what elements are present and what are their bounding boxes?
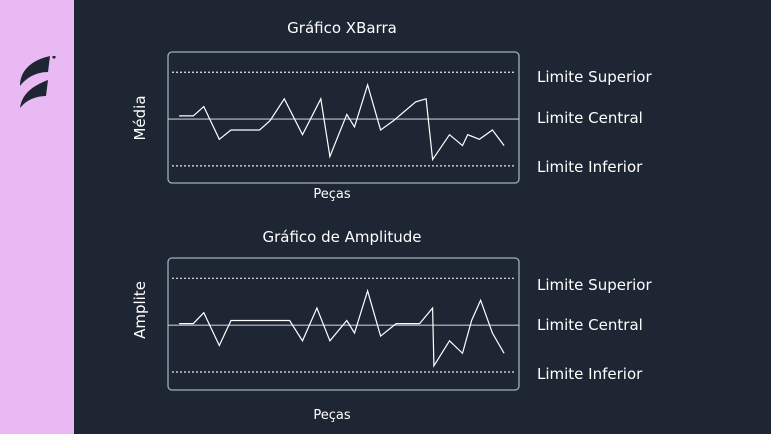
brand-logo-icon (20, 56, 56, 108)
cl-label: Limite Central (537, 109, 643, 127)
chart-title: Gráfico de Amplitude (262, 228, 422, 246)
plot-frame (167, 51, 520, 184)
lcl-label: Limite Inferior (537, 158, 643, 176)
plot-frame (167, 257, 520, 391)
data-series-line (179, 288, 505, 368)
cl-label: Limite Central (537, 316, 643, 334)
lcl-label: Limite Inferior (537, 365, 643, 383)
x-axis-label: Peças (313, 187, 351, 202)
sidebar (0, 0, 74, 434)
chart-title: Gráfico XBarra (287, 19, 397, 37)
chart-1 (167, 257, 520, 391)
x-axis-label: Peças (313, 408, 351, 423)
ucl-label: Limite Superior (537, 276, 652, 294)
data-series-line (179, 82, 505, 162)
ucl-label: Limite Superior (537, 68, 652, 86)
chart-0 (167, 51, 520, 184)
